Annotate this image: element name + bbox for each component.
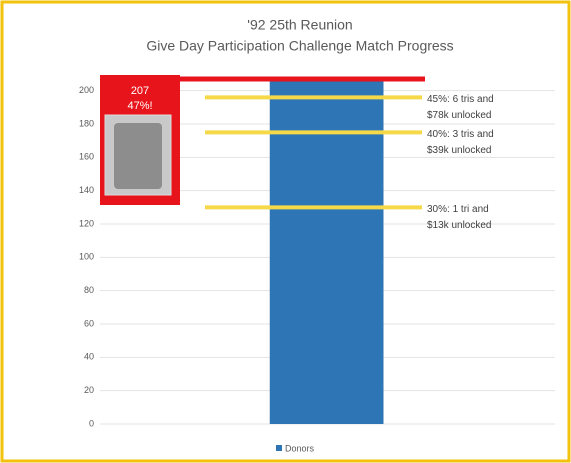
threshold-label: 45%: 6 tris and: [427, 94, 494, 105]
y-tick-label: 40: [84, 352, 94, 362]
y-tick-label: 80: [84, 285, 94, 295]
y-tick-label: 60: [84, 318, 94, 328]
current-value: 207: [131, 85, 149, 97]
chart-subtitle: Give Day Participation Challenge Match P…: [146, 38, 453, 54]
current-note: 47%!: [127, 100, 152, 112]
bars: [269, 79, 384, 424]
y-tick-label: 100: [79, 252, 94, 262]
legend: Donors: [276, 443, 315, 453]
y-tick-label: 20: [84, 385, 94, 395]
threshold-label: 30%: 1 tri and: [427, 204, 489, 215]
chart-title: '92 25th Reunion: [247, 17, 352, 33]
y-tick-label: 0: [89, 418, 94, 428]
annotations: 207 47%! 45%: 6 tris and $78k unlocked 40%: …: [100, 75, 494, 231]
threshold-label: $78k unlocked: [427, 110, 492, 121]
y-tick-label: 140: [79, 185, 94, 195]
threshold-label: 40%: 3 tris and: [427, 129, 494, 140]
y-tick-label: 120: [79, 218, 94, 228]
threshold-label: $13k unlocked: [427, 220, 492, 231]
y-tick-label: 160: [79, 152, 94, 162]
legend-swatch: [276, 445, 282, 451]
y-tick-label: 200: [79, 85, 94, 95]
threshold-label: $39k unlocked: [427, 145, 492, 156]
y-tick-label: 180: [79, 118, 94, 128]
bar: [269, 79, 384, 424]
legend-label: Donors: [285, 443, 315, 453]
shirt: [114, 123, 162, 189]
